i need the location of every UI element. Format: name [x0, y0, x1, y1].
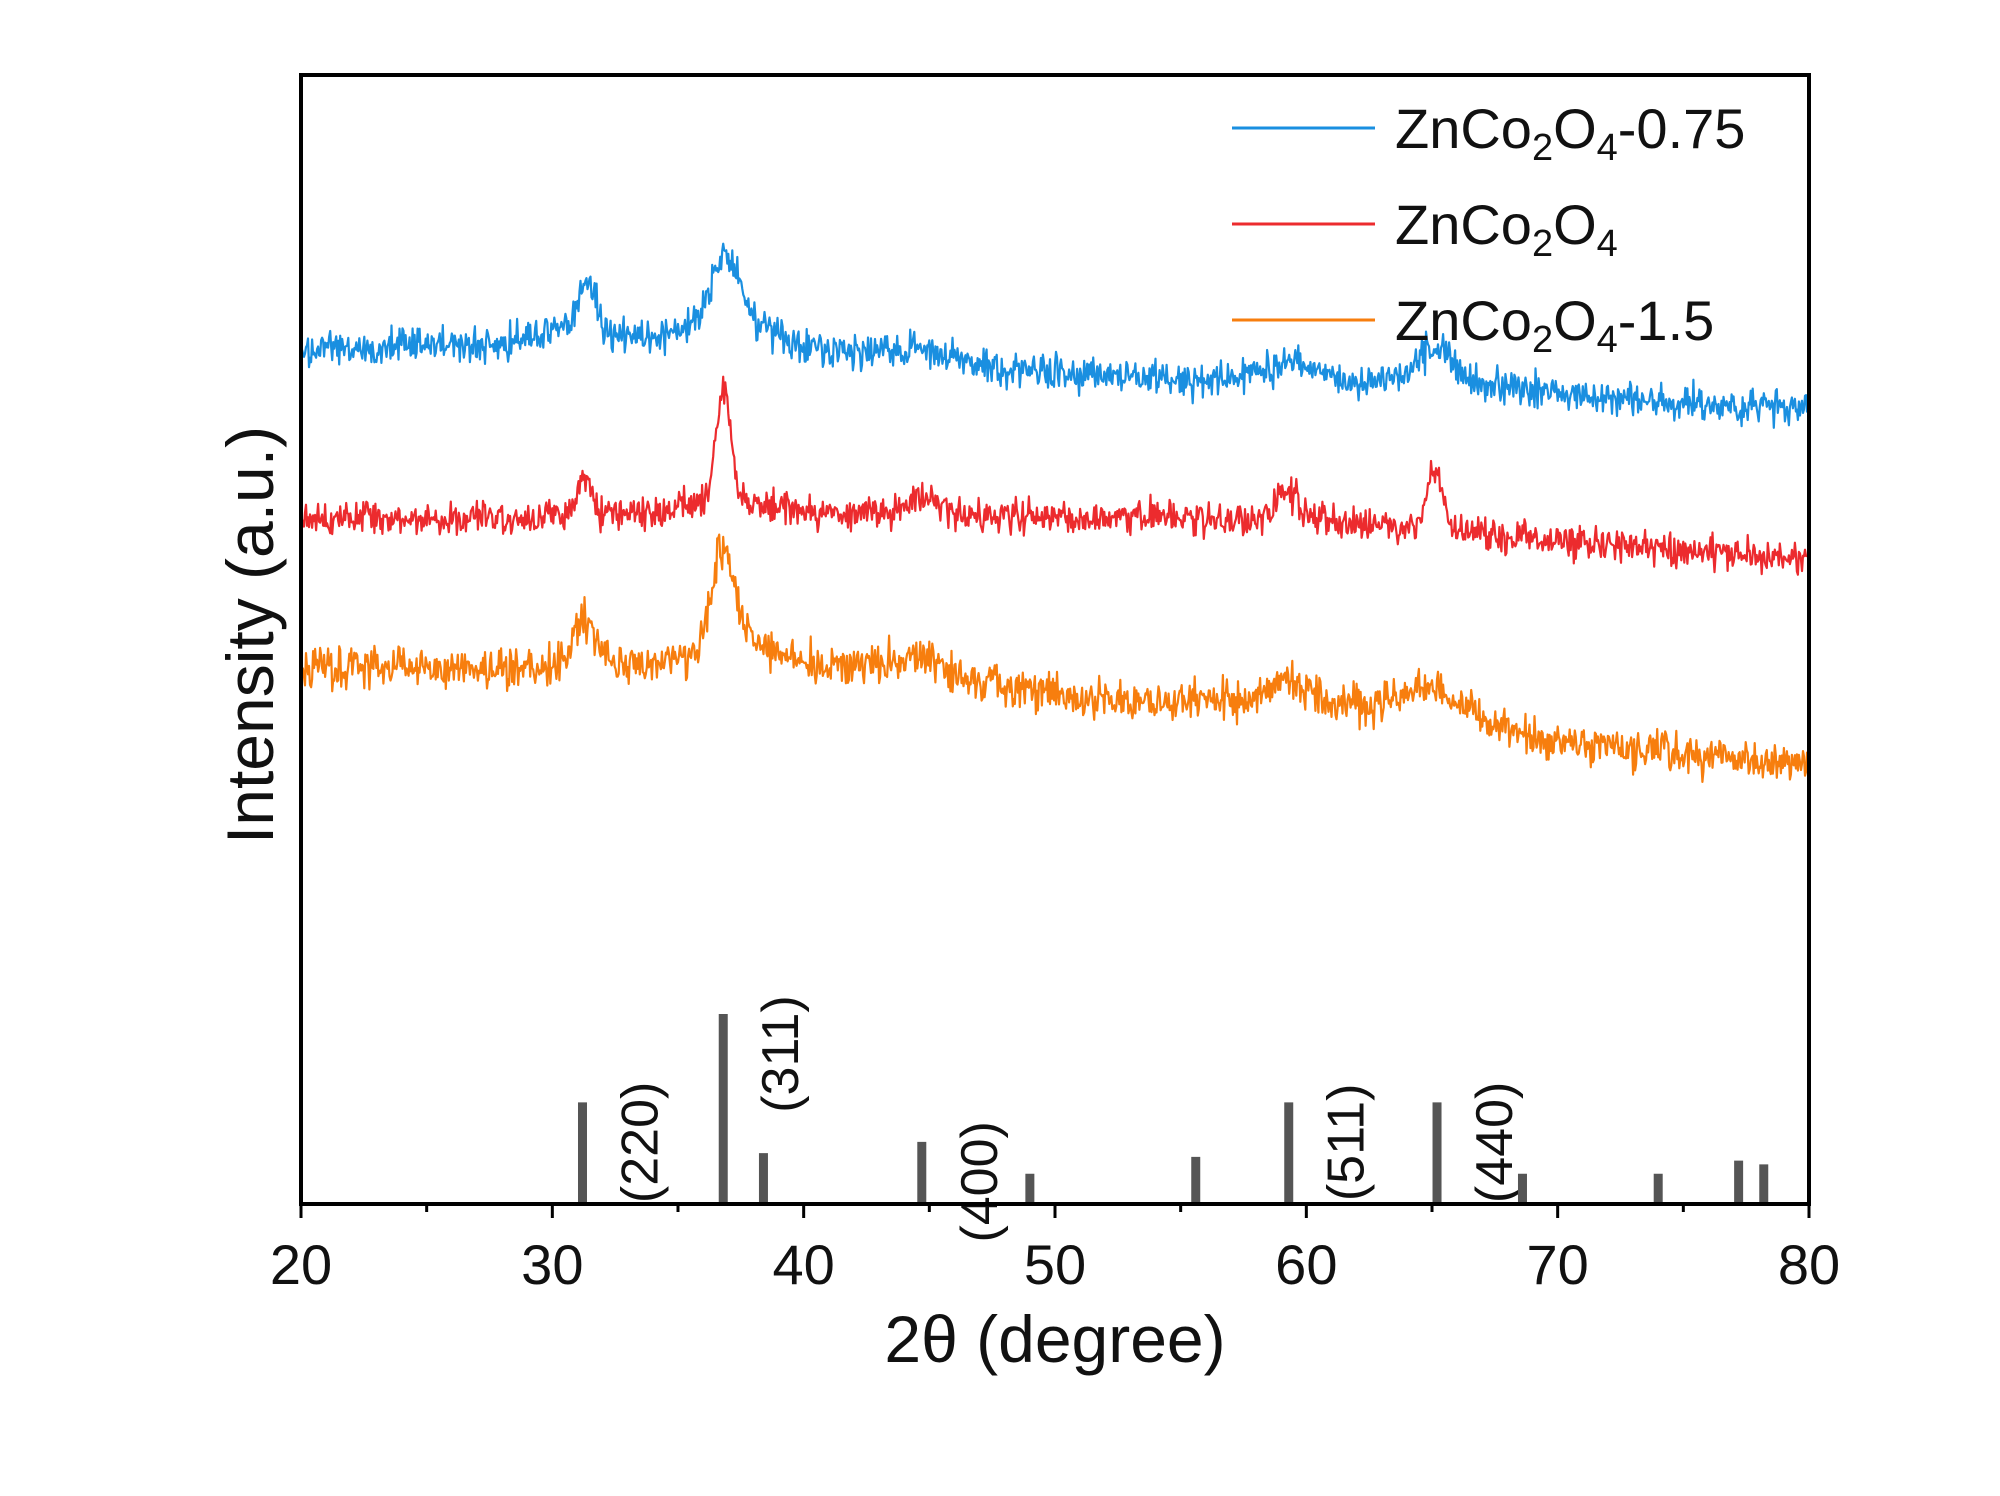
legend-label-subscript: 2: [1532, 127, 1553, 169]
miller-index-label: (220): [611, 1082, 669, 1203]
x-tick-label: 40: [773, 1233, 835, 1296]
legend-label-subscript: 2: [1532, 223, 1553, 265]
legend-label-part: -0.75: [1618, 97, 1746, 160]
x-tick-label: 30: [521, 1233, 583, 1296]
x-axis-ticks: 20 30 40 50 60 70 80: [270, 1204, 1840, 1296]
series-layer: [299, 242, 1811, 783]
legend-label-part: O: [1553, 289, 1597, 352]
miller-index-label: (511): [1318, 1084, 1376, 1202]
legend-label: ZnCo2O4-0.75: [1395, 97, 1745, 169]
legend-label-part: O: [1553, 193, 1597, 256]
legend-label-subscript: 4: [1597, 223, 1618, 265]
miller-index-label: (311): [752, 995, 810, 1113]
legend-label: ZnCo2O4: [1395, 193, 1618, 265]
legend-label-part: O: [1553, 97, 1597, 160]
legend-label-part: -1.5: [1618, 289, 1715, 352]
series-line: [299, 375, 1811, 576]
series-line: [299, 242, 1811, 429]
reference-peaks: (220) (311) (400) (511) (440): [577, 995, 1769, 1243]
legend-label-part: ZnCo: [1395, 193, 1532, 256]
legend-label: ZnCo2O4-1.5: [1395, 289, 1714, 361]
x-tick-label: 20: [270, 1233, 332, 1296]
legend-label-subscript: 2: [1532, 319, 1553, 361]
legend-label-subscript: 4: [1597, 127, 1618, 169]
x-tick-label: 80: [1778, 1233, 1840, 1296]
x-tick-label: 70: [1527, 1233, 1589, 1296]
miller-index-label: (440): [1466, 1082, 1524, 1203]
x-tick-label: 50: [1024, 1233, 1086, 1296]
x-tick-label: 60: [1275, 1233, 1337, 1296]
legend-label-subscript: 4: [1597, 319, 1618, 361]
miller-index-label: (400): [951, 1121, 1009, 1242]
y-axis-label: Intensity (a.u.): [213, 426, 287, 844]
series-line: [299, 533, 1811, 783]
legend-label-part: ZnCo: [1395, 289, 1532, 352]
x-axis-label: 2θ (degree): [884, 1302, 1225, 1376]
legend-label-part: ZnCo: [1395, 97, 1532, 160]
